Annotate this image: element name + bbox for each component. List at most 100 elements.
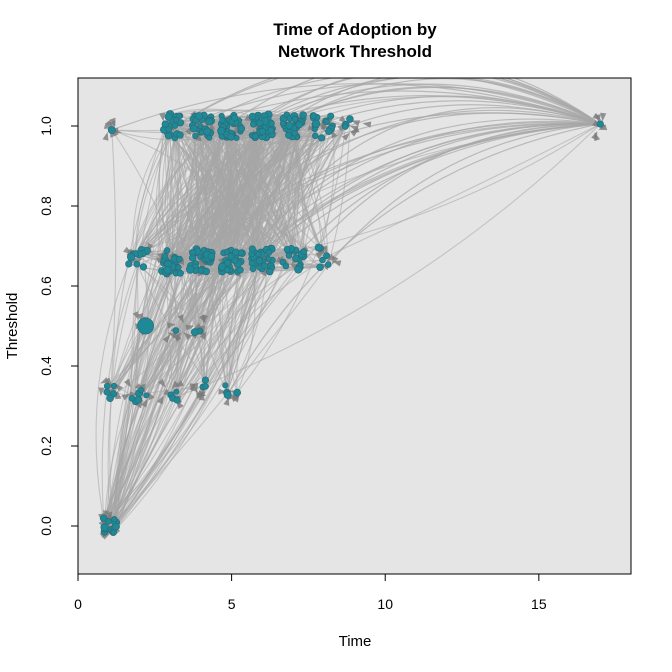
network-edge [113, 123, 284, 528]
adopter-node [346, 115, 354, 123]
network-edge [165, 130, 195, 270]
y-tick-label: 1.0 [38, 116, 54, 136]
adopter-node [256, 119, 264, 127]
adopter-node [233, 134, 240, 141]
adopter-node [285, 121, 294, 130]
adopter-node [126, 252, 136, 262]
adopter-node [185, 265, 195, 274]
edge-arrowhead [185, 324, 195, 331]
edge-arrowhead [156, 395, 164, 405]
adopter-node [103, 388, 111, 396]
edge-arrowhead [123, 246, 132, 255]
edges-layer [95, 78, 601, 533]
adopter-node [112, 522, 120, 531]
adopter-node [175, 264, 182, 271]
adopter-node [265, 248, 273, 256]
adopter-node [219, 117, 226, 124]
adopter-node [192, 132, 199, 140]
network-edge [106, 263, 138, 393]
network-edge [227, 123, 601, 396]
adopter-node [202, 382, 209, 390]
adopter-node [125, 260, 133, 268]
adopter-node [100, 523, 109, 532]
network-edge [166, 126, 172, 251]
network-edge [253, 123, 601, 259]
adopter-node [237, 124, 246, 133]
network-edge [135, 126, 346, 402]
network-edge [172, 125, 201, 260]
edge-arrowhead [106, 120, 116, 127]
x-tick-label: 5 [228, 596, 236, 612]
adopter-node [267, 126, 275, 134]
network-edge [261, 123, 601, 263]
adopter-node [107, 126, 116, 135]
chart-title-line-2: Network Threshold [278, 42, 432, 61]
x-tick-label: 15 [531, 596, 547, 612]
network-edge [206, 129, 290, 134]
adopter-node [223, 390, 232, 399]
network-edge [268, 78, 601, 125]
edge-arrowhead [195, 132, 202, 141]
adopter-node [110, 529, 117, 536]
network-edge [109, 129, 117, 399]
network-edge [240, 136, 297, 253]
adopter-node [104, 518, 112, 525]
network-edge [95, 263, 130, 529]
y-tick-label: 0.2 [38, 436, 54, 456]
adopter-node [206, 134, 213, 141]
edge-arrowhead [102, 510, 110, 520]
adopter-node [205, 117, 214, 126]
adopter-node [294, 265, 303, 274]
edge-arrowhead [121, 393, 131, 401]
edge-arrowhead [167, 332, 177, 339]
adopter-node [165, 126, 173, 133]
adopter-node [291, 129, 299, 137]
adopter-node [137, 317, 154, 335]
edge-arrowhead [102, 131, 109, 141]
network-edge [167, 273, 181, 399]
adopter-node [323, 118, 330, 126]
adopter-node [143, 392, 150, 399]
adopter-node [311, 132, 319, 140]
adopter-node [106, 394, 114, 403]
edge-arrowhead [197, 390, 207, 397]
edge-arrowhead [331, 255, 339, 265]
adopter-node [295, 120, 303, 129]
adopter-node [265, 256, 272, 263]
adopter-node [161, 252, 169, 260]
network-edge [174, 131, 294, 258]
adopter-node [133, 260, 141, 268]
adopter-node [292, 254, 300, 262]
network-edge [257, 122, 303, 261]
adopter-node [283, 246, 291, 253]
adopter-node [207, 252, 216, 261]
adopter-node [217, 126, 226, 135]
network-edge [166, 124, 226, 251]
adopter-node [317, 134, 326, 142]
network-edge [201, 109, 601, 271]
y-tick-label: 0.4 [38, 356, 54, 376]
network-edge [140, 262, 261, 391]
edge-arrowhead [158, 378, 166, 388]
adopter-node [111, 515, 118, 523]
network-edge [227, 123, 601, 264]
adopter-node [224, 259, 232, 267]
adopter-node [188, 254, 197, 262]
adopter-node [258, 127, 267, 136]
network-edge [175, 267, 273, 393]
adopter-node [203, 127, 212, 136]
edge-arrowhead [189, 383, 196, 393]
adopter-node [260, 262, 268, 270]
edge-arrowhead [315, 251, 325, 259]
nodes-layer [99, 110, 604, 536]
adopter-node [285, 252, 293, 259]
x-axis-label: Time [339, 633, 372, 650]
edge-arrowhead [174, 333, 182, 342]
adopter-node [222, 382, 229, 389]
network-edge [199, 123, 601, 332]
adopter-node [164, 132, 173, 140]
edge-arrowhead [202, 314, 209, 324]
adopter-node [316, 263, 324, 272]
adopter-node [163, 247, 171, 254]
